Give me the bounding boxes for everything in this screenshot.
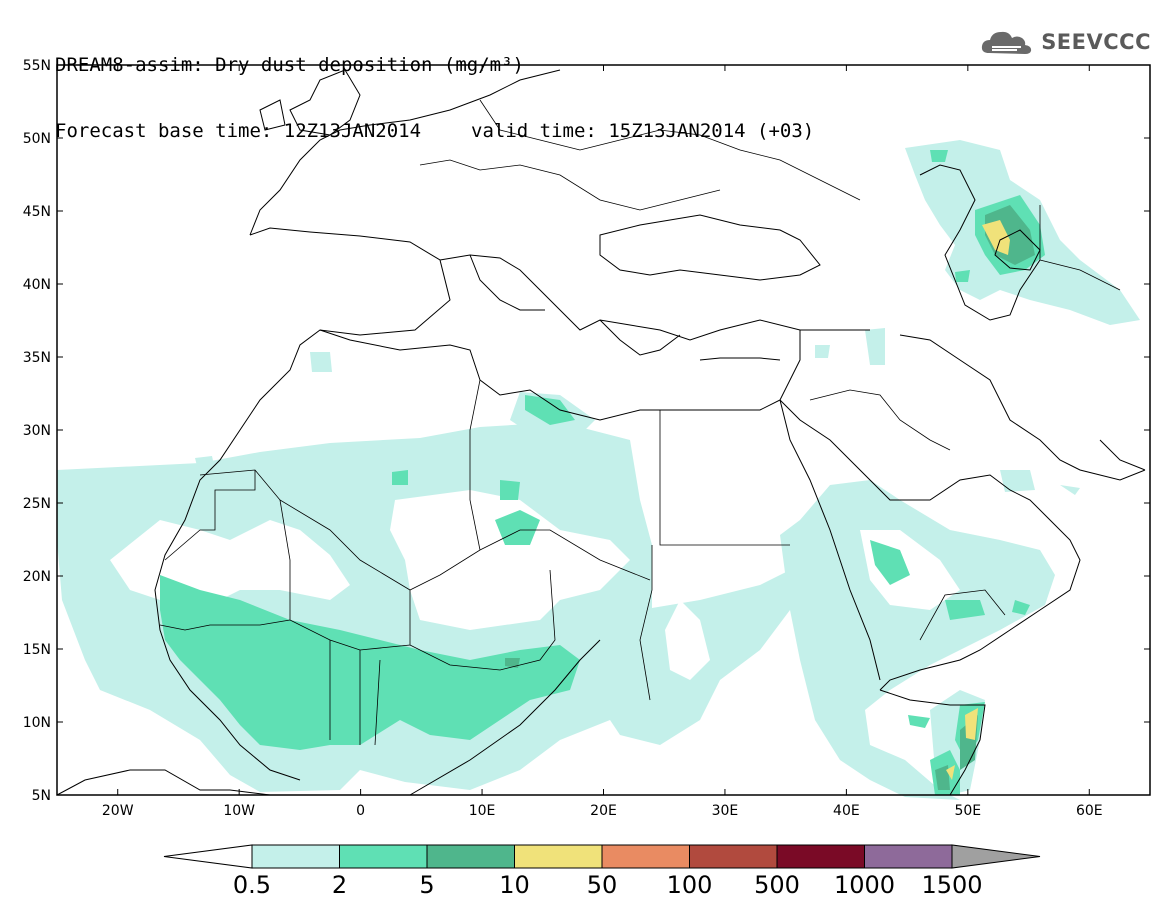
lat-tick-label: 20N [23, 569, 51, 585]
colorbar-over-arrow [951, 844, 1041, 869]
lat-tick-label: 25N [23, 496, 51, 512]
colorbar-swatch [776, 844, 865, 869]
colorbar-swatch [339, 844, 428, 869]
lon-tick-label: 10E [469, 803, 496, 819]
colorbar-label: 2 [332, 871, 347, 899]
colorbar-label: 1500 [921, 871, 982, 899]
colorbar-label: 5 [419, 871, 434, 899]
colorbar-swatch [514, 844, 603, 869]
lon-tick-label: 20W [102, 803, 134, 819]
colorbar-swatch [864, 844, 953, 869]
lat-tick-label: 55N [23, 58, 51, 74]
lon-tick-label: 50E [954, 803, 981, 819]
title-line-2: Forecast base time: 12Z13JAN2014 valid ti… [55, 120, 814, 142]
lon-tick-label: 10W [223, 803, 255, 819]
colorbar: 0.5 2 5 10 50 100 500 1000 1500 [163, 844, 1041, 899]
colorbar-swatch [601, 844, 690, 869]
colorbar-label: 0.5 [233, 871, 271, 899]
colorbar-label: 10 [499, 871, 530, 899]
lon-tick-label: 30E [712, 803, 739, 819]
lat-tick-label: 40N [23, 277, 51, 293]
colorbar-label: 1000 [834, 871, 895, 899]
lat-tick-label: 45N [23, 204, 51, 220]
colorbar-swatch [251, 844, 340, 869]
lat-tick-label: 5N [32, 788, 51, 804]
lat-tick-label: 10N [23, 715, 51, 731]
cloud-icon [982, 31, 1032, 54]
logo-text: SEEVCCC [1041, 30, 1151, 54]
dust-deposition-shading [57, 140, 1140, 800]
colorbar-label: 50 [587, 871, 618, 899]
lat-tick-label: 50N [23, 131, 51, 147]
lat-tick-label: 35N [23, 350, 51, 366]
colorbar-swatch [426, 844, 515, 869]
lat-tick-label: 30N [23, 423, 51, 439]
seevccc-logo: SEEVCCC [979, 26, 1151, 58]
colorbar-label: 100 [667, 871, 713, 899]
colorbar-under-arrow [163, 844, 253, 869]
dust-level-10 [946, 220, 1010, 780]
lon-tick-label: 40E [833, 803, 860, 819]
valid-time: valid time: 15Z13JAN2014 (+03) [471, 120, 815, 142]
lon-tick-label: 20E [590, 803, 617, 819]
country-borders [159, 99, 1121, 746]
lon-tick-label: 0 [356, 803, 365, 819]
lat-tick-label: 15N [23, 642, 51, 658]
coastlines [56, 69, 1146, 796]
colorbar-swatch [689, 844, 778, 869]
forecast-base-time: Forecast base time: 12Z13JAN2014 [55, 120, 422, 142]
map-axes: 20W 10W 0 10E 20E 30E 40E 50E 60E 55N 50N 45N 40N 35N… [23, 58, 1151, 819]
lon-tick-label: 60E [1076, 803, 1103, 819]
colorbar-label: 500 [754, 871, 800, 899]
